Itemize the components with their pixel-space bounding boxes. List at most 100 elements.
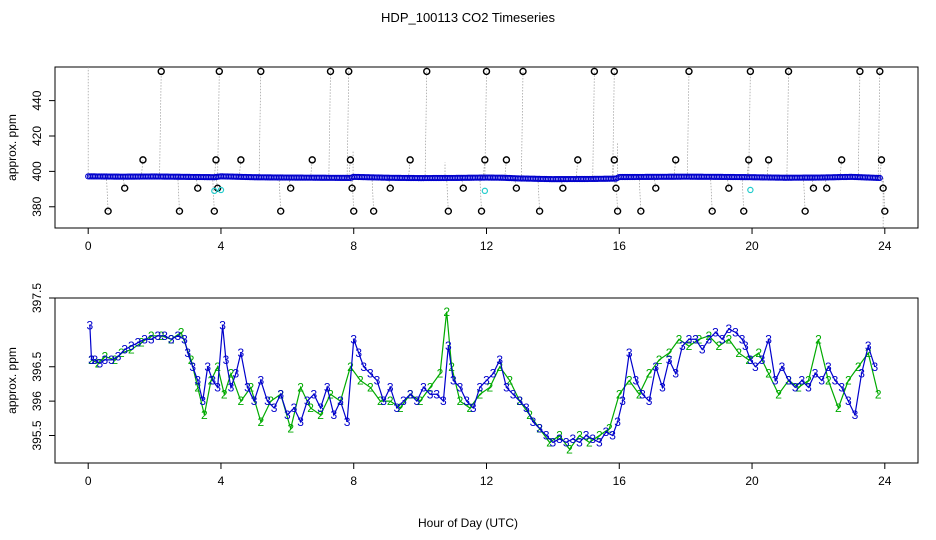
- outlier-point: [823, 184, 831, 192]
- outlier-point: [881, 207, 889, 215]
- series-point-label: 2: [457, 394, 464, 408]
- cyan-point: [481, 187, 489, 195]
- series-point-label: 2: [845, 374, 852, 388]
- outlier-point: [157, 67, 165, 76]
- series-point-label: 3: [141, 332, 148, 346]
- series-point-label: 3: [174, 329, 181, 343]
- series-point-label: 3: [759, 353, 766, 367]
- series-point-label: 2: [616, 387, 623, 401]
- outlier-point: [574, 156, 582, 164]
- series-point-label: 3: [792, 380, 799, 394]
- series-point-label: 3: [228, 380, 235, 394]
- series-point-label: 2: [656, 353, 663, 367]
- series-point-label: 3: [161, 329, 168, 343]
- series-point-label: 3: [450, 374, 457, 388]
- series-point-label: 3: [742, 339, 749, 353]
- outlier-point: [725, 184, 733, 192]
- outlier-point: [671, 156, 680, 164]
- series-point-label: 3: [838, 380, 845, 394]
- cyan-point: [747, 186, 754, 194]
- outlier-point: [481, 156, 489, 164]
- outlier-point: [369, 207, 378, 215]
- spike-line: [258, 71, 262, 178]
- series-point-label: 2: [506, 374, 513, 388]
- series-point-label: 3: [614, 415, 621, 429]
- series-point-label: 3: [297, 415, 304, 429]
- spike-line: [122, 176, 126, 189]
- series-point-label: 3: [496, 353, 503, 367]
- series-point-label: 3: [596, 435, 603, 449]
- spike-line: [748, 71, 751, 178]
- series-point-label: 3: [394, 401, 401, 415]
- outlier-point: [326, 67, 335, 76]
- spike-line: [278, 177, 282, 212]
- outlier-point: [637, 207, 645, 215]
- spike-line: [638, 176, 642, 212]
- series-point-label: 3: [530, 415, 537, 429]
- series-point-label: 3: [440, 394, 447, 408]
- series-point-label: 2: [606, 422, 613, 436]
- series-line: [91, 311, 879, 451]
- outlier-point: [708, 207, 716, 215]
- series-point-label: 3: [865, 339, 872, 353]
- cyan-point: [211, 187, 218, 195]
- series-point-label: 3: [387, 380, 394, 394]
- series-point-label: 3: [725, 322, 732, 336]
- series-point-label: 3: [350, 332, 357, 346]
- outlier-point: [175, 207, 184, 215]
- series-point-label: 2: [835, 401, 842, 415]
- outlier-point: [215, 67, 224, 76]
- series-point-label: 3: [812, 367, 819, 381]
- series-point-label: 3: [470, 401, 477, 415]
- series-point-label: 2: [725, 332, 732, 346]
- spike-line: [726, 176, 730, 189]
- chart-title: HDP_100113 CO2 Timeseries: [381, 10, 555, 25]
- series-point-label: 3: [367, 367, 374, 381]
- spike-line: [484, 71, 487, 178]
- series-point-label: 3: [101, 353, 108, 367]
- series-point-label: 3: [115, 349, 122, 363]
- y-axis-label: approx. ppm: [5, 114, 19, 181]
- series-point-label: 3: [832, 374, 839, 388]
- outlier-point: [482, 67, 491, 76]
- series-point-label: 3: [765, 332, 772, 346]
- outlier-point: [535, 207, 544, 215]
- spike-line: [215, 176, 218, 189]
- series-point-label: 3: [284, 408, 291, 422]
- series-point-label: 3: [445, 339, 452, 353]
- series-point-label: 2: [427, 380, 434, 394]
- outlier-point: [477, 207, 486, 215]
- series-point-label: 2: [247, 380, 254, 394]
- series-point-label: 3: [825, 360, 832, 374]
- series-point-label: 2: [194, 380, 201, 394]
- outlier-point: [286, 184, 295, 192]
- series-point-label: 3: [633, 374, 640, 388]
- x-tick-label: 4: [218, 239, 225, 253]
- series-point-label: 3: [679, 339, 686, 353]
- outlier-point: [346, 156, 355, 164]
- series-point-label: 2: [307, 401, 314, 415]
- outlier-point: [876, 67, 884, 76]
- series-point-label: 2: [377, 394, 384, 408]
- series-point-label: 2: [586, 435, 593, 449]
- series-point-label: 3: [360, 360, 367, 374]
- series-point-label: 2: [287, 422, 294, 436]
- outlier-point: [764, 156, 773, 164]
- series-point-label: 3: [344, 415, 351, 429]
- series-point-label: 3: [619, 394, 626, 408]
- series-point-label: 3: [556, 432, 563, 446]
- series-point-label: 2: [825, 374, 832, 388]
- series-point-label: 2: [815, 332, 822, 346]
- series-point-label: 2: [735, 346, 742, 360]
- x-tick-label: 24: [878, 474, 892, 488]
- y-tick-label: 440: [30, 90, 44, 110]
- series-point-label: 3: [639, 387, 646, 401]
- y-tick-label: 395.5: [30, 420, 44, 450]
- series-point-label: 3: [91, 353, 98, 367]
- series-point-label: 3: [692, 332, 699, 346]
- series-point-label: 3: [204, 360, 211, 374]
- series-point-label: 3: [128, 339, 135, 353]
- outlier-point: [502, 156, 511, 164]
- series-point-label: 3: [400, 394, 407, 408]
